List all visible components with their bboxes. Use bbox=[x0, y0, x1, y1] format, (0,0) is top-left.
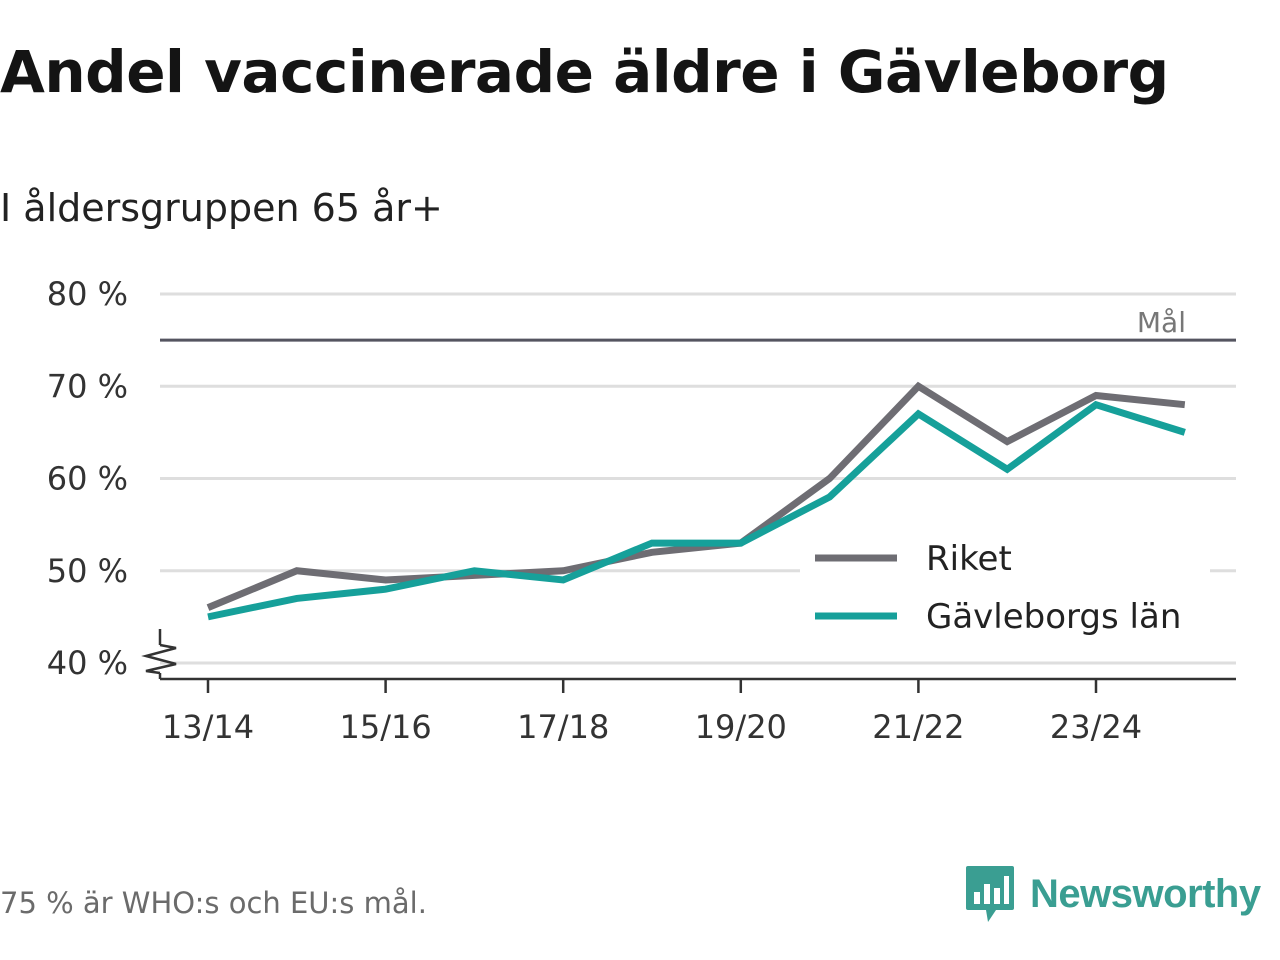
y-tick-label: 40 % bbox=[47, 644, 128, 682]
x-tick-label: 23/24 bbox=[1050, 708, 1142, 746]
y-tick-label: 50 % bbox=[47, 552, 128, 590]
x-tick-label: 21/22 bbox=[872, 708, 964, 746]
y-tick-label: 70 % bbox=[47, 367, 128, 405]
axes: 40 % 50 % 60 % 70 % 80 % 13/14 15/16 17/18 19/20… bbox=[47, 275, 1236, 746]
x-tick-label: 17/18 bbox=[517, 708, 609, 746]
x-tick-label: 15/16 bbox=[339, 708, 431, 746]
series-line-riket bbox=[206, 381, 1186, 611]
reference-line-group: Mål bbox=[160, 306, 1236, 342]
brand-name: Newsworthy bbox=[1030, 871, 1261, 916]
axis-break-icon bbox=[141, 643, 177, 675]
legend-label: Gävleborgs län bbox=[926, 597, 1181, 637]
brand-logo[interactable]: Newsworthy bbox=[964, 864, 1261, 924]
footnote: 75 % är WHO:s och EU:s mål. bbox=[0, 886, 427, 920]
chart-subtitle: I åldersgruppen 65 år+ bbox=[0, 186, 443, 230]
y-tick-label: 60 % bbox=[47, 460, 128, 498]
chart-title: Andel vaccinerade äldre i Gävleborg bbox=[0, 38, 1169, 106]
y-tick-label: 80 % bbox=[47, 275, 128, 313]
line-chart: Mål 40 % 50 % 60 % 70 % 80 % 13/14 15/16 17/18 1… bbox=[47, 275, 1236, 746]
legend-label: Riket bbox=[926, 539, 1012, 579]
goal-label: Mål bbox=[1137, 306, 1186, 339]
legend-background bbox=[800, 528, 1210, 646]
newsworthy-logo-icon bbox=[966, 866, 1014, 922]
series-lines bbox=[206, 381, 1186, 621]
series-line-gavleborgs-lan bbox=[207, 400, 1186, 621]
x-tick-label: 13/14 bbox=[162, 708, 254, 746]
legend: Riket Gävleborgs län bbox=[800, 528, 1210, 646]
x-tick-label: 19/20 bbox=[695, 708, 787, 746]
